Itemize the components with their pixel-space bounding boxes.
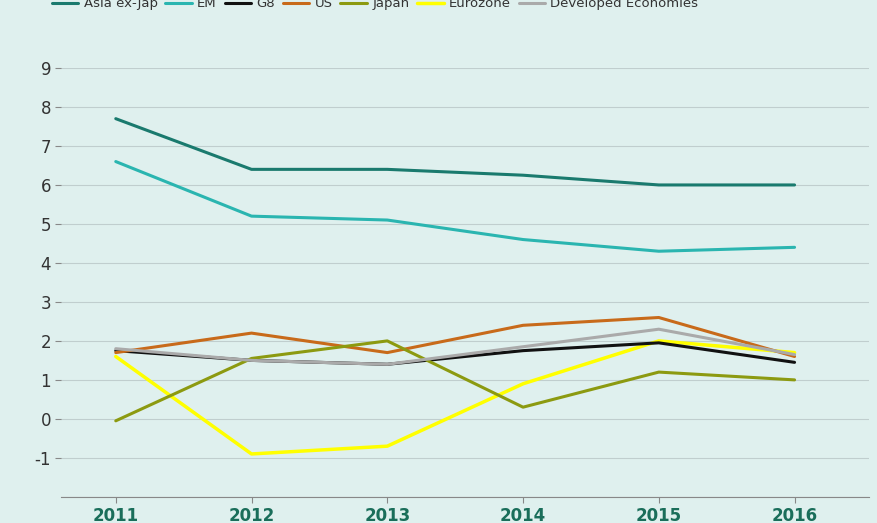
- Line: Eurozone: Eurozone: [116, 341, 794, 454]
- Developed Economies: [381, 361, 392, 368]
- Japan: [517, 404, 528, 411]
- Eurozone: [788, 349, 799, 356]
- Japan: [788, 377, 799, 383]
- Line: US: US: [116, 317, 794, 357]
- G8: [652, 340, 663, 346]
- Asia ex-Jap: [652, 182, 663, 188]
- Line: EM: EM: [116, 162, 794, 251]
- Eurozone: [652, 338, 663, 344]
- Developed Economies: [788, 351, 799, 358]
- Developed Economies: [111, 346, 121, 352]
- EM: [788, 244, 799, 251]
- US: [111, 349, 121, 356]
- US: [246, 330, 256, 336]
- Japan: [246, 355, 256, 361]
- Asia ex-Jap: [788, 182, 799, 188]
- Eurozone: [111, 354, 121, 360]
- Asia ex-Jap: [246, 166, 256, 173]
- Developed Economies: [246, 357, 256, 363]
- EM: [652, 248, 663, 254]
- Developed Economies: [517, 344, 528, 350]
- Japan: [652, 369, 663, 375]
- US: [381, 349, 392, 356]
- Japan: [381, 338, 392, 344]
- Japan: [111, 418, 121, 424]
- Eurozone: [246, 451, 256, 457]
- Line: G8: G8: [116, 343, 794, 365]
- EM: [381, 217, 392, 223]
- US: [788, 354, 799, 360]
- Legend: Asia ex-Jap, EM, G8, US, Japan, Eurozone, Developed Economies: Asia ex-Jap, EM, G8, US, Japan, Eurozone…: [52, 0, 697, 10]
- Line: Asia ex-Jap: Asia ex-Jap: [116, 119, 794, 185]
- EM: [517, 236, 528, 243]
- G8: [517, 347, 528, 354]
- G8: [788, 359, 799, 366]
- G8: [111, 347, 121, 354]
- Asia ex-Jap: [517, 172, 528, 178]
- US: [652, 314, 663, 321]
- Eurozone: [517, 381, 528, 387]
- US: [517, 322, 528, 328]
- G8: [246, 357, 256, 363]
- EM: [246, 213, 256, 219]
- G8: [381, 361, 392, 368]
- Developed Economies: [652, 326, 663, 332]
- Line: Developed Economies: Developed Economies: [116, 329, 794, 365]
- EM: [111, 158, 121, 165]
- Line: Japan: Japan: [116, 341, 794, 421]
- Eurozone: [381, 443, 392, 449]
- Asia ex-Jap: [381, 166, 392, 173]
- Asia ex-Jap: [111, 116, 121, 122]
